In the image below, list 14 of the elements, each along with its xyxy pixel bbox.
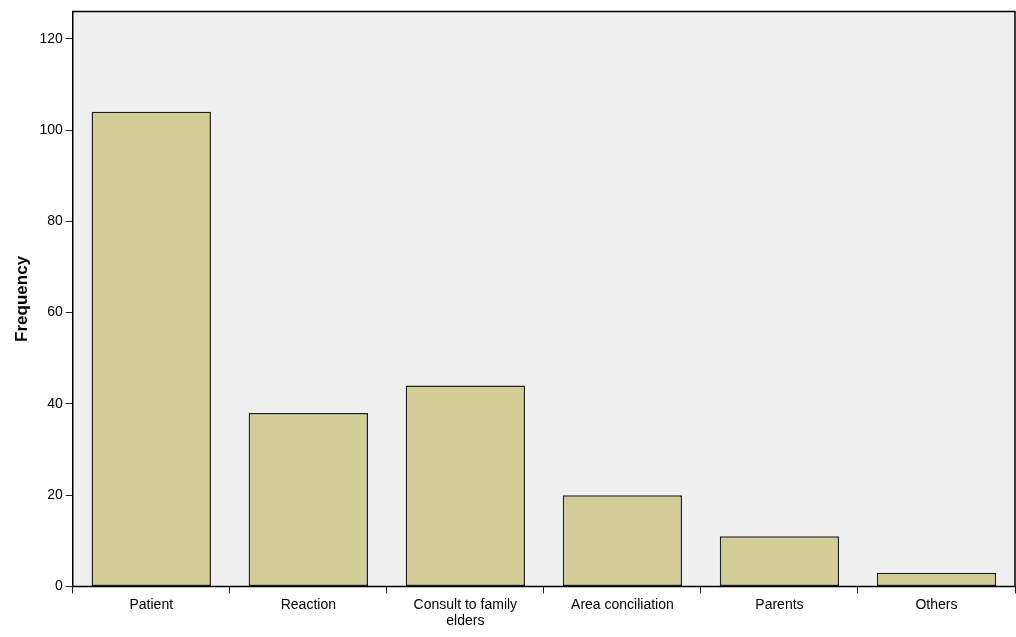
y-tick-label: 80: [47, 212, 63, 229]
y-tick-label: 20: [47, 485, 63, 502]
x-tick-label: Patient: [129, 595, 174, 612]
y-tick-label: 100: [39, 120, 63, 137]
x-tick-label: Consult to family elders: [413, 595, 518, 629]
y-axis-title: Frequency: [11, 255, 31, 342]
y-tick-label: 60: [47, 303, 63, 320]
x-tick-label: Area conciliation: [571, 595, 674, 612]
x-tick-label: Parents: [755, 595, 804, 612]
x-tick-label: Reaction: [280, 595, 336, 612]
y-tick-label: 40: [47, 394, 63, 411]
y-tick-label: 0: [54, 577, 63, 594]
y-tick-label: 120: [39, 29, 63, 46]
x-tick-label: Others: [915, 595, 958, 612]
